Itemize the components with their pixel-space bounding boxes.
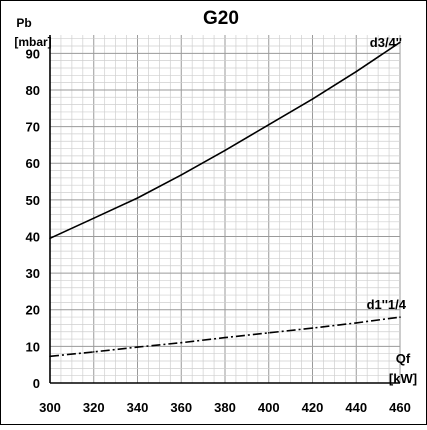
y-tick-label: 60: [26, 156, 40, 171]
y-tick-label: 50: [26, 193, 40, 208]
series-0-point: [355, 70, 358, 73]
y-tick-label: 70: [26, 120, 40, 135]
series-0-point: [136, 197, 139, 199]
series-1-point: [267, 332, 270, 334]
series-1-point: [49, 355, 51, 358]
series-1-point: [180, 341, 183, 344]
y-tick-label: 30: [26, 266, 40, 281]
x-tick-label: 460: [389, 400, 411, 415]
x-tick-label: 360: [170, 400, 192, 415]
y-tick-label: 90: [26, 46, 40, 61]
y-tick-label: 80: [26, 83, 40, 98]
x-axis-label-unit: [kW]: [389, 371, 417, 386]
x-tick-label: 440: [345, 400, 367, 415]
series-1-point: [399, 316, 401, 318]
x-tick-label: 340: [127, 400, 149, 415]
y-axis-label-unit: [mbar]: [14, 35, 51, 49]
series-layer: [49, 41, 401, 358]
x-tick-label: 320: [83, 400, 105, 415]
axes: 0 10 20 30 40 50 60 70 80 90 300 320 340 360 380 400 420…: [26, 35, 411, 415]
y-tick-label: 10: [26, 339, 40, 354]
series-0-point: [180, 174, 183, 176]
labels-layer: G20 Pb [mbar] Qf [kW] d3/4'' d1''1/4: [14, 8, 417, 386]
series-1-point: [136, 346, 139, 348]
y-tick-label: 20: [26, 303, 40, 318]
y-tick-label: 0: [33, 376, 40, 391]
series-0-point: [49, 237, 51, 240]
y-tick-label: 40: [26, 229, 40, 244]
series-label-d3-4: d3/4'': [370, 35, 402, 50]
series-0-point: [399, 41, 401, 44]
series-1-point: [92, 351, 95, 353]
y-axis-label-symbol: Pb: [16, 16, 31, 30]
x-tick-label: 420: [302, 400, 324, 415]
x-axis-label-symbol: Qf: [396, 351, 411, 366]
series-0-point: [92, 217, 95, 219]
series-0-point: [311, 98, 314, 100]
series-1-point: [224, 336, 226, 339]
series-1-point: [355, 322, 358, 324]
series-1-point: [311, 327, 314, 329]
chart-title: G20: [203, 8, 239, 29]
series-0-point: [267, 123, 270, 126]
x-tick-label: 300: [39, 400, 61, 415]
x-tick-label: 380: [214, 400, 236, 415]
x-tick-label: 400: [258, 400, 280, 415]
series-0-point: [224, 149, 226, 152]
series-label-d1-1-4: d1''1/4: [367, 297, 407, 312]
